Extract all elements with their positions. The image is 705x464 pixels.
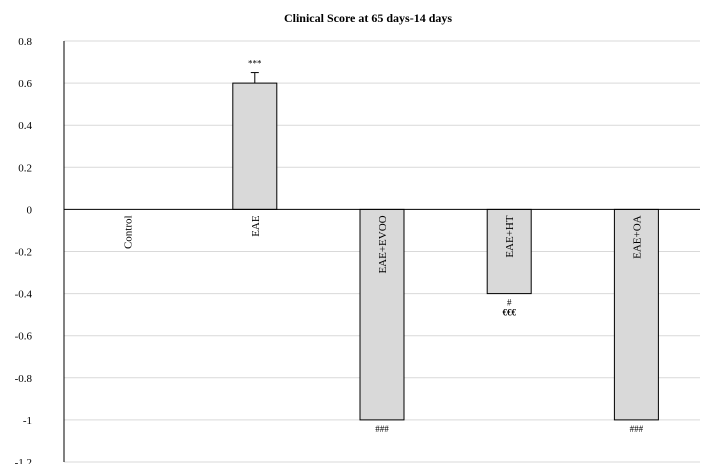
y-tick-label: 0 <box>27 204 33 216</box>
significance-marker: # <box>507 298 512 308</box>
significance-marker: ### <box>375 424 389 434</box>
bar-eae <box>232 82 278 210</box>
significance-marker: €€€ <box>502 308 516 318</box>
bars <box>232 72 659 421</box>
y-tick-label: -0.8 <box>15 373 33 385</box>
category-label: EAE <box>250 215 262 237</box>
bar-eae-ht <box>486 208 532 295</box>
y-tick-label: -1.2 <box>15 457 32 464</box>
significance-marker: ### <box>630 424 644 434</box>
category-label: EAE+OA <box>631 215 643 259</box>
y-axis: 0.8 0.6 0.4 0.2 0 -0.2 -0.4 -0.6 -0.8 -1 -1.2 <box>15 36 65 464</box>
y-tick-label: -0.4 <box>15 289 33 301</box>
category-label: Control <box>123 215 135 249</box>
significance-marker: *** <box>248 59 262 69</box>
y-tick-label: 0.8 <box>18 36 32 48</box>
category-label: EAE+HT <box>504 215 516 258</box>
y-tick-label: -1 <box>23 415 32 427</box>
y-tick-label: 0.4 <box>18 120 32 132</box>
category-label: EAE+EVOO <box>377 215 389 273</box>
y-tick-label: 0.6 <box>18 78 32 90</box>
y-tick-label: -0.6 <box>15 331 33 343</box>
bar-eae-oa <box>613 208 659 421</box>
y-tick-label: -0.2 <box>15 247 32 259</box>
bar-eae-evoo <box>359 208 405 421</box>
bar-labels: Control EAE EAE+EVOO EAE+HT EAE+OA <box>123 215 644 273</box>
annotations: ***####€€€### <box>248 59 644 434</box>
y-tick-label: 0.2 <box>18 162 32 174</box>
chart-title: Clinical Score at 65 days-14 days <box>284 11 452 25</box>
